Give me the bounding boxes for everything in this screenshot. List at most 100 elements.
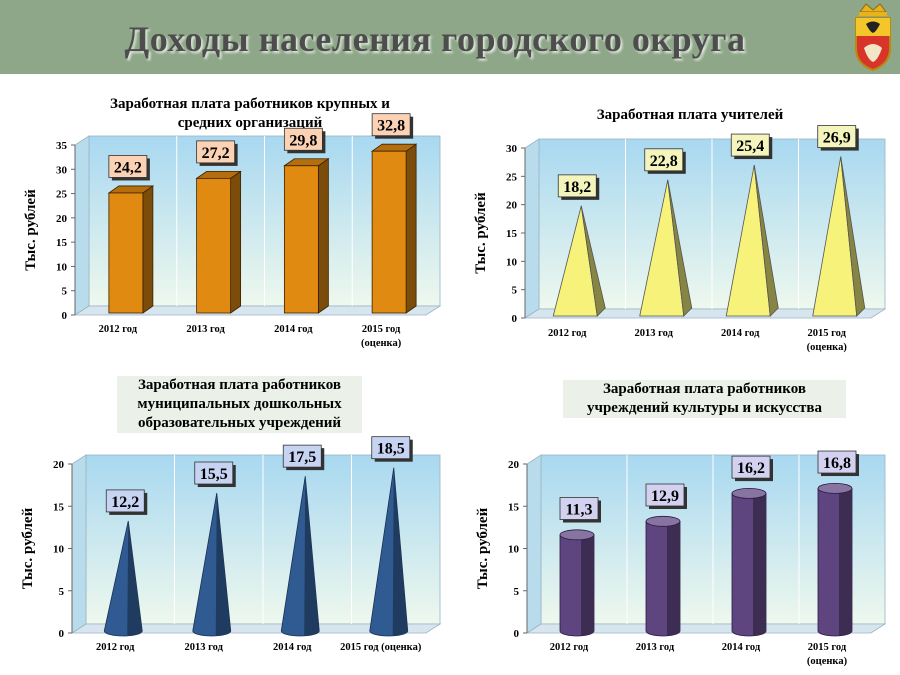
bar-2015-shade <box>392 467 408 636</box>
data-label-box <box>283 127 323 151</box>
chart-side-wall <box>524 138 540 319</box>
bar-2013-shade <box>215 493 231 636</box>
bar-2015-side <box>405 143 417 314</box>
bar-2012-side <box>580 205 606 317</box>
chart-side-wall <box>526 454 542 634</box>
x-tick-label: 2015 год (оценка) <box>340 642 422 653</box>
data-label: 29,8 <box>289 132 317 149</box>
bar-2015-side <box>840 156 866 317</box>
chart3-preschool-salary: 0 5 10 15 20 Тыс. рублей 12,2 2012 год 15,5 2013 … <box>20 436 442 653</box>
y-tick-label: 20 <box>506 200 518 212</box>
data-label: 27,2 <box>202 145 230 162</box>
y-tick-label: 20 <box>56 213 68 225</box>
x-tick-label: 2012 год <box>99 324 138 335</box>
bar-2013 <box>196 177 232 314</box>
data-label-box <box>194 461 234 485</box>
coat-of-arms-icon <box>855 3 891 72</box>
y-tick-label: 15 <box>56 237 68 249</box>
x-tick-label: 2015 год <box>808 328 847 339</box>
bar-2013-shade <box>667 521 680 636</box>
y-tick-label: 10 <box>56 261 68 273</box>
y-tick-label: 0 <box>512 313 518 325</box>
y-tick-label: 10 <box>508 544 520 556</box>
x-tick-label: 2014 год <box>274 324 313 335</box>
data-label: 26,9 <box>823 130 851 147</box>
data-label: 12,9 <box>651 488 679 505</box>
x-tick-label: 2014 год <box>273 642 312 653</box>
y-tick-label: 15 <box>53 501 65 513</box>
bar-2014-shade <box>304 476 320 636</box>
data-label: 24,2 <box>114 159 142 176</box>
chart2-title: Заработная плата учителей <box>596 107 784 123</box>
x-tick-label: 2013 год <box>635 328 674 339</box>
chart3-title: Заработная плата работников муниципальны… <box>117 376 362 433</box>
bar-2012 <box>108 192 144 314</box>
bar-2014 <box>283 165 319 314</box>
bar-2015-top <box>817 482 853 494</box>
y-axis-title: Тыс. рублей <box>473 192 489 274</box>
x-tick-label: 2012 год <box>550 642 589 653</box>
bar-2012-shade <box>127 520 143 636</box>
page-title: Доходы населения городского округа <box>124 19 746 59</box>
chart-floor <box>523 308 887 319</box>
y-tick-label: 0 <box>62 310 68 322</box>
data-label-box <box>105 489 145 513</box>
bar-2013-side <box>667 179 693 317</box>
x-tick-label: 2012 год <box>96 642 135 653</box>
x-tick-label: (оценка) <box>807 656 848 667</box>
x-tick-label: 2012 год <box>548 328 587 339</box>
x-tick-label: 2015 год <box>808 642 847 653</box>
data-label: 16,2 <box>737 460 765 477</box>
data-label-box <box>282 444 322 468</box>
data-label: 17,5 <box>288 449 316 466</box>
bar-2015-shade <box>839 488 852 636</box>
bar-2012-top <box>559 529 595 541</box>
data-label-box <box>557 174 597 198</box>
y-tick-label: 0 <box>59 628 65 640</box>
data-label-box <box>559 497 599 520</box>
bar-2012-side <box>142 185 154 314</box>
data-label: 12,2 <box>111 494 139 511</box>
y-tick-label: 25 <box>56 189 68 201</box>
data-label: 18,5 <box>377 441 405 458</box>
y-tick-label: 35 <box>56 140 68 152</box>
data-label: 16,8 <box>823 455 851 472</box>
bar-2014-top <box>731 488 767 499</box>
bar-2014-shade <box>753 493 766 636</box>
y-tick-label: 20 <box>508 459 520 471</box>
x-tick-label: 2013 год <box>185 642 224 653</box>
x-tick-label: 2013 год <box>186 324 225 335</box>
bar-2015 <box>371 150 407 314</box>
bar-2014-side <box>753 165 779 317</box>
data-label: 15,5 <box>200 466 228 483</box>
data-label-box <box>371 113 411 137</box>
y-tick-label: 0 <box>514 628 520 640</box>
y-tick-label: 20 <box>53 459 65 471</box>
y-tick-label: 25 <box>506 171 518 183</box>
data-label: 18,2 <box>563 179 591 196</box>
x-tick-label: 2014 год <box>721 328 760 339</box>
chart-side-wall <box>74 135 90 316</box>
chart1-large-orgs-salary: 0 5 10 15 20 25 30 35 Тыс. рублей 24,2 2012 год 27,… <box>23 113 442 349</box>
data-label: 11,3 <box>565 502 592 519</box>
header-bar <box>0 0 900 74</box>
bar-2012-shade <box>581 534 594 636</box>
y-tick-label: 30 <box>56 164 68 176</box>
y-tick-label: 15 <box>506 228 518 240</box>
x-tick-label: 2013 год <box>636 642 675 653</box>
bar-2013-side <box>230 170 242 314</box>
x-tick-label: 2015 год <box>362 324 401 335</box>
y-axis-title: Тыс. рублей <box>475 507 491 589</box>
data-label-box <box>644 148 684 172</box>
y-axis-title: Тыс. рублей <box>20 507 36 589</box>
data-label-box <box>730 133 770 157</box>
data-label-box <box>108 155 148 178</box>
y-tick-label: 5 <box>62 286 68 298</box>
y-tick-label: 10 <box>53 544 65 556</box>
data-label-box <box>731 455 771 479</box>
bar-2014-side <box>317 157 329 314</box>
x-tick-label: (оценка) <box>807 342 848 353</box>
chart4-culture-salary: 0 5 10 15 20 Тыс. рублей 11,3 2012 год 12,9 2013 … <box>475 450 887 667</box>
y-tick-label: 5 <box>514 586 520 598</box>
data-label-box <box>645 483 685 507</box>
